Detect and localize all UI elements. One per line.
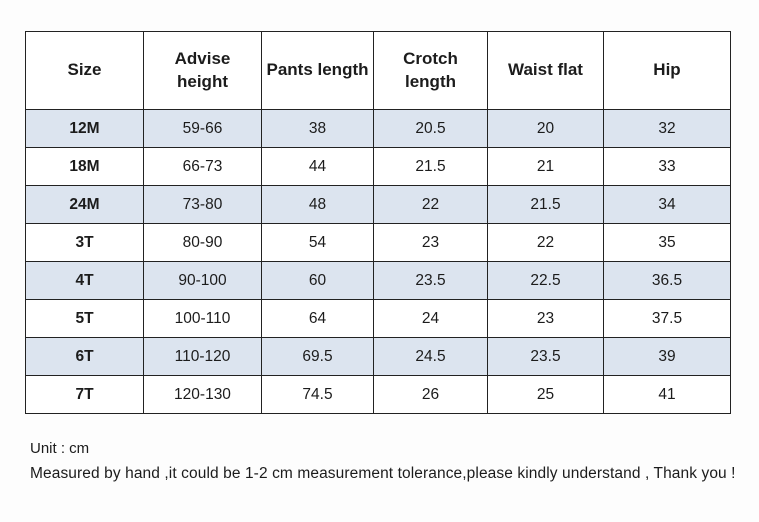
value-cell: 66-73: [143, 147, 262, 186]
value-cell: 110-120: [143, 337, 262, 376]
size-cell: 6T: [25, 337, 144, 376]
table-row: 5T 100-110 64 24 23 37.5: [25, 299, 731, 338]
size-chart-table: Size Advise height Pants length Crotch l…: [25, 31, 731, 414]
value-cell: 21: [487, 147, 604, 186]
value-cell: 23.5: [487, 337, 604, 376]
value-cell: 22.5: [487, 261, 604, 300]
value-cell: 22: [487, 223, 604, 262]
size-cell: 5T: [25, 299, 144, 338]
value-cell: 69.5: [261, 337, 374, 376]
value-cell: 74.5: [261, 375, 374, 414]
value-cell: 23: [487, 299, 604, 338]
value-cell: 59-66: [143, 109, 262, 148]
value-cell: 100-110: [143, 299, 262, 338]
value-cell: 25: [487, 375, 604, 414]
table-row: 12M 59-66 38 20.5 20 32: [25, 109, 731, 148]
unit-note: Unit : cm: [30, 440, 90, 457]
value-cell: 21.5: [487, 185, 604, 224]
column-header-size: Size: [25, 31, 144, 110]
value-cell: 35: [603, 223, 731, 262]
value-cell: 32: [603, 109, 731, 148]
table-row: 4T 90-100 60 23.5 22.5 36.5: [25, 261, 731, 300]
column-header-advise-height: Advise height: [143, 31, 262, 110]
table-row: 24M 73-80 48 22 21.5 34: [25, 185, 731, 224]
size-cell: 3T: [25, 223, 144, 262]
value-cell: 26: [373, 375, 488, 414]
column-header-waist-flat: Waist flat: [487, 31, 604, 110]
value-cell: 39: [603, 337, 731, 376]
value-cell: 73-80: [143, 185, 262, 224]
value-cell: 38: [261, 109, 374, 148]
table-row: 18M 66-73 44 21.5 21 33: [25, 147, 731, 186]
size-cell: 24M: [25, 185, 144, 224]
value-cell: 44: [261, 147, 374, 186]
value-cell: 24.5: [373, 337, 488, 376]
value-cell: 90-100: [143, 261, 262, 300]
value-cell: 36.5: [603, 261, 731, 300]
size-cell: 7T: [25, 375, 144, 414]
value-cell: 21.5: [373, 147, 488, 186]
value-cell: 48: [261, 185, 374, 224]
column-header-pants-length: Pants length: [261, 31, 374, 110]
value-cell: 54: [261, 223, 374, 262]
value-cell: 22: [373, 185, 488, 224]
value-cell: 20.5: [373, 109, 488, 148]
table-row: 7T 120-130 74.5 26 25 41: [25, 375, 731, 414]
value-cell: 64: [261, 299, 374, 338]
table-row: 6T 110-120 69.5 24.5 23.5 39: [25, 337, 731, 376]
table-header-row: Size Advise height Pants length Crotch l…: [25, 31, 731, 110]
value-cell: 33: [603, 147, 731, 186]
table-row: 3T 80-90 54 23 22 35: [25, 223, 731, 262]
column-header-hip: Hip: [603, 31, 731, 110]
value-cell: 41: [603, 375, 731, 414]
footer-notes: Unit : cm Measured by hand ,it could be …: [30, 440, 750, 483]
value-cell: 24: [373, 299, 488, 338]
size-cell: 18M: [25, 147, 144, 186]
value-cell: 23.5: [373, 261, 488, 300]
tolerance-note: Measured by hand ,it could be 1-2 cm mea…: [30, 465, 736, 482]
column-header-crotch-length: Crotch length: [373, 31, 488, 110]
value-cell: 20: [487, 109, 604, 148]
value-cell: 23: [373, 223, 488, 262]
value-cell: 37.5: [603, 299, 731, 338]
value-cell: 60: [261, 261, 374, 300]
value-cell: 80-90: [143, 223, 262, 262]
value-cell: 120-130: [143, 375, 262, 414]
size-cell: 4T: [25, 261, 144, 300]
size-cell: 12M: [25, 109, 144, 148]
value-cell: 34: [603, 185, 731, 224]
size-table-body: 12M 59-66 38 20.5 20 32 18M 66-73 44 21.5 21 33 24M 7…: [25, 109, 731, 414]
